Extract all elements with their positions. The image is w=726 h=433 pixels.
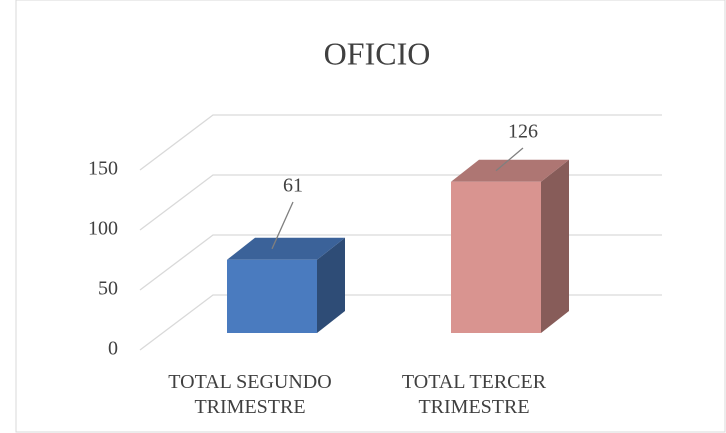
bar-front [451, 181, 541, 333]
bar [451, 159, 569, 333]
bar [227, 237, 345, 333]
y-tick-label: 150 [88, 158, 118, 180]
grid-line [139, 234, 662, 291]
bar-top [227, 237, 345, 260]
leader-line [271, 201, 294, 250]
y-tick-label: 100 [88, 218, 118, 240]
y-tick-label: 50 [98, 278, 118, 300]
grid-line [139, 294, 662, 351]
x-tick-label: TOTAL TERCER TRIMESTRE [401, 371, 547, 418]
grid-line [139, 114, 662, 171]
bar-side [317, 237, 345, 333]
chart-title: OFICIO [324, 35, 431, 71]
data-label: 126 [508, 121, 538, 143]
data-label: 61 [283, 175, 303, 197]
leader-line [495, 147, 524, 172]
grid-line [139, 174, 662, 231]
y-tick-label: 0 [108, 338, 118, 360]
chart-border [15, 0, 726, 433]
x-tick-label: TOTAL SEGUNDO TRIMESTRE [168, 371, 332, 418]
bar-top [451, 159, 569, 182]
bar-front [227, 259, 317, 333]
bar-side [541, 159, 569, 333]
